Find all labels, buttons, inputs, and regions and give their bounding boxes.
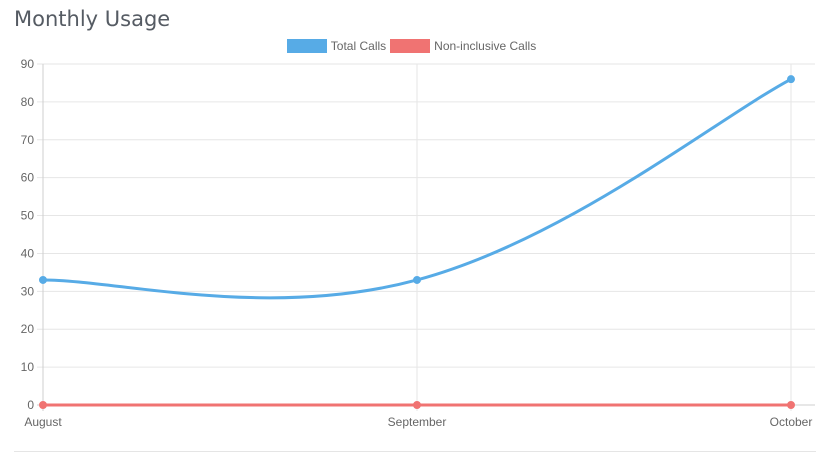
panel-title: Monthly Usage [14, 7, 171, 31]
y-tick-label-40: 40 [21, 246, 35, 260]
y-tick-label-30: 30 [21, 284, 35, 298]
data-point-non-inclusive-calls-september [413, 401, 421, 409]
y-tick-label-80: 80 [21, 95, 35, 109]
y-tick-label-90: 90 [21, 57, 35, 71]
legend-item-total-calls[interactable]: Total Calls [286, 39, 387, 53]
data-point-non-inclusive-calls-october [787, 401, 795, 409]
y-tick-label-20: 20 [21, 322, 35, 336]
legend-item-non-inclusive-calls[interactable]: Non-inclusive Calls [390, 39, 536, 53]
y-tick-label-0: 0 [27, 398, 34, 412]
x-tick-label-october: October [770, 415, 813, 429]
data-point-total-calls-october [787, 75, 795, 84]
x-tick-label-september: September [388, 415, 447, 429]
data-point-total-calls-august [39, 275, 47, 284]
data-point-non-inclusive-calls-august [39, 401, 47, 409]
legend-swatch-total-calls [286, 39, 327, 53]
panel-divider [14, 451, 816, 452]
y-tick-label-50: 50 [21, 209, 35, 223]
chart-legend: Total Calls Non-inclusive Calls [0, 39, 823, 53]
legend-label-non-inclusive-calls: Non-inclusive Calls [434, 39, 537, 53]
legend-label-total-calls: Total Calls [330, 39, 387, 53]
legend-swatch-non-inclusive-calls [390, 39, 431, 53]
data-point-total-calls-september [413, 275, 421, 284]
y-tick-label-10: 10 [21, 360, 35, 374]
x-tick-label-august: August [24, 415, 62, 429]
y-tick-label-60: 60 [21, 171, 35, 185]
y-tick-label-70: 70 [21, 133, 35, 147]
